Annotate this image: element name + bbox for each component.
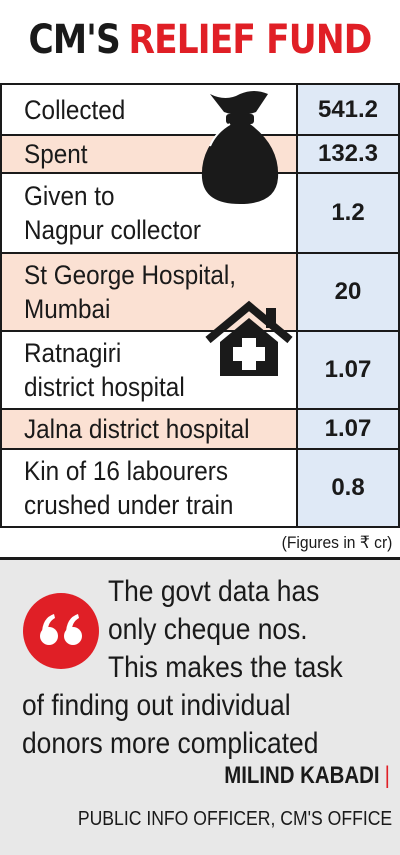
quote-line: of finding out individual xyxy=(22,689,291,722)
row-value: 1.07 xyxy=(298,410,400,448)
table-row: Kin of 16 labourers crushed under train … xyxy=(0,450,400,528)
fund-table: Collected 541.2 Spent 132.3 Given to Nag… xyxy=(0,83,400,528)
title-part-1: CM'S xyxy=(28,17,121,63)
row-label: Kin of 16 labourers crushed under train xyxy=(0,450,298,526)
quote-mark-icon xyxy=(23,593,99,669)
row-value: 20 xyxy=(298,254,400,330)
row-value: 1.07 xyxy=(298,332,400,408)
money-bag-icon xyxy=(201,91,279,204)
quote-author-role: PUBLIC INFO OFFICER, CM'S OFFICE xyxy=(77,808,392,830)
footnote: (Figures in ₹ cr) xyxy=(0,528,400,560)
quote-line: This makes the task xyxy=(108,651,343,684)
quote-line: only cheque nos. xyxy=(108,613,308,646)
page-title: CM'S RELIEF FUND xyxy=(28,0,373,80)
table-row: Ratnagiri district hospital 1.07 xyxy=(0,332,400,410)
table-row: Jalna district hospital 1.07 xyxy=(0,410,400,450)
quote-line: The govt data has xyxy=(108,575,320,608)
row-label: St George Hospital, Mumbai xyxy=(0,254,298,330)
quote-author: MILIND KABADI | xyxy=(224,762,390,789)
row-value: 541.2 xyxy=(298,85,400,134)
row-value: 0.8 xyxy=(298,450,400,526)
row-value: 132.3 xyxy=(298,136,400,172)
row-label: Jalna district hospital xyxy=(0,410,298,448)
quote-line: donors more complicated xyxy=(22,727,319,760)
table-row: St George Hospital, Mumbai 20 xyxy=(0,254,400,332)
row-value: 1.2 xyxy=(298,174,400,252)
hospital-icon xyxy=(205,300,293,376)
title-part-2: RELIEF FUND xyxy=(128,17,372,63)
